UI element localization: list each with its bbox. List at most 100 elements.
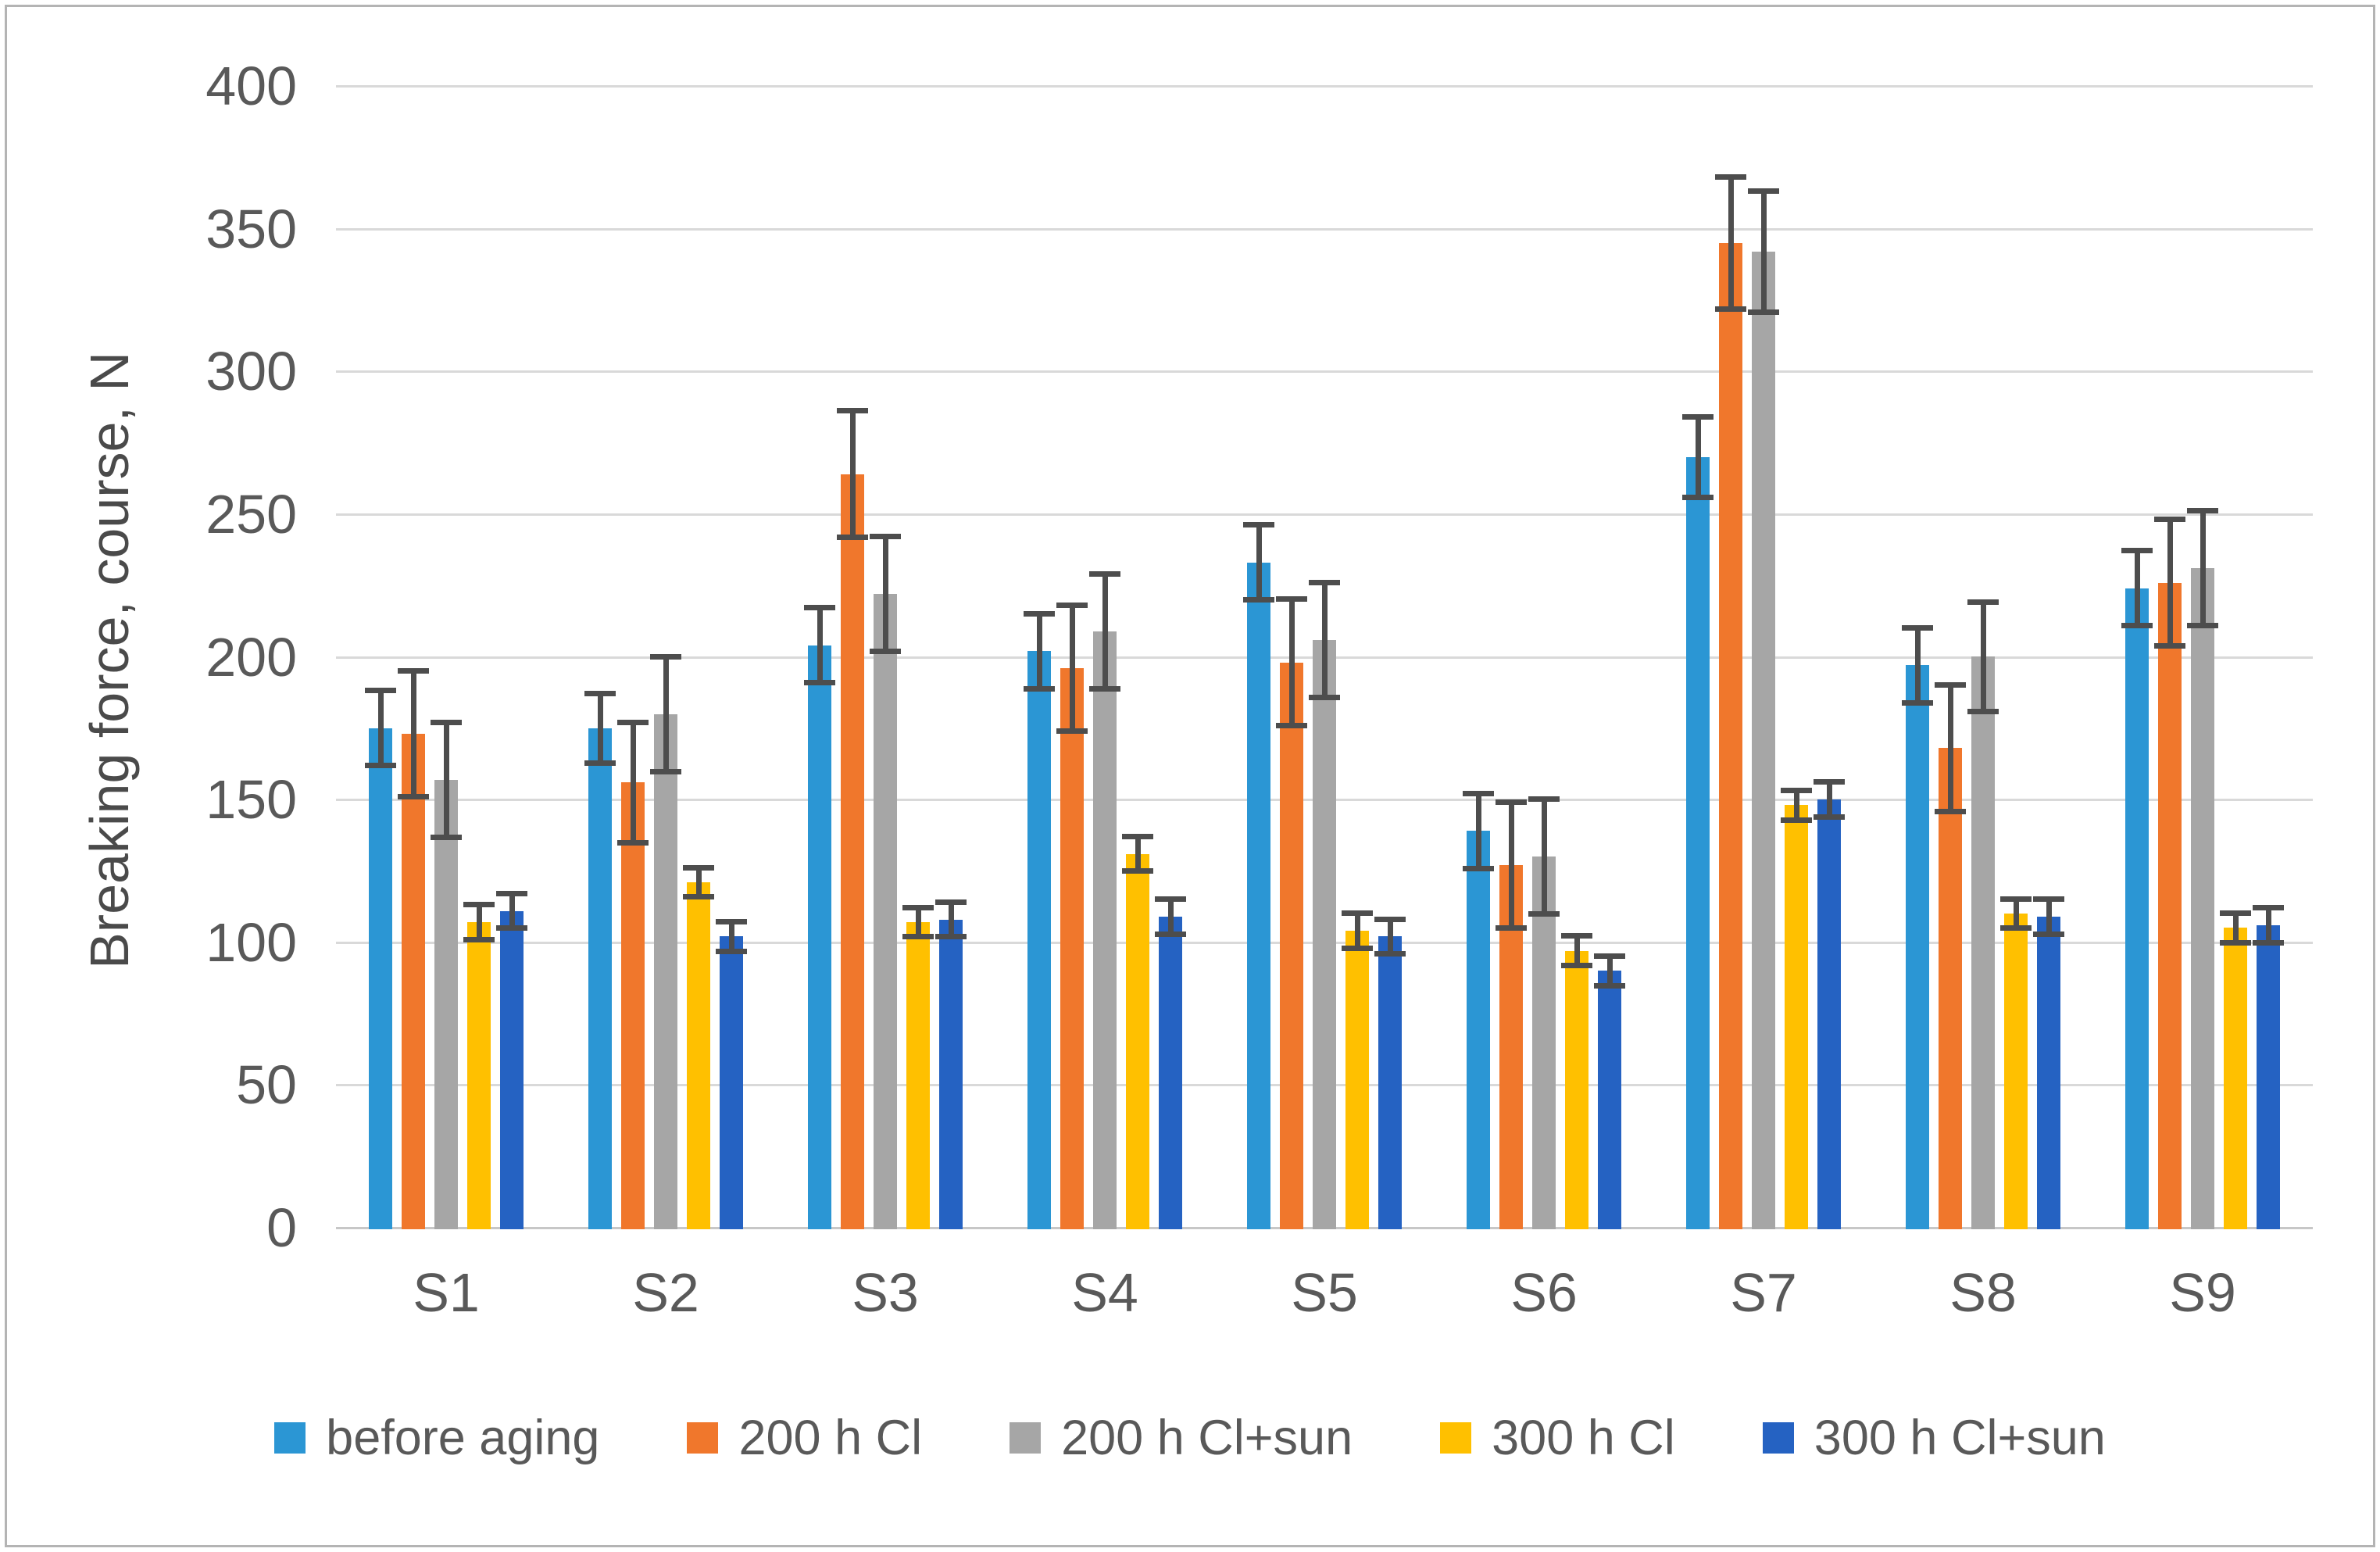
error-bar-cap-bottom (1814, 814, 1845, 820)
error-bar-stem (1915, 628, 1921, 703)
bar-S2-series-3 (687, 882, 710, 1229)
y-tick-label: 400 (205, 55, 297, 116)
bar-S6-series-4 (1598, 971, 1621, 1229)
chart-outer-border (5, 5, 2375, 1547)
gridline (336, 513, 2313, 516)
error-bar-cap-top (431, 720, 462, 725)
error-bar-cap-top (584, 691, 616, 696)
error-bar-stem (631, 723, 636, 842)
error-bar-cap-top (1748, 188, 1779, 194)
error-bar-stem (1574, 936, 1580, 965)
error-bar-cap-top (1935, 682, 1966, 688)
x-category-label-S2: S2 (632, 1262, 699, 1323)
error-bar-stem (850, 411, 856, 537)
error-bar-stem (1607, 957, 1613, 985)
error-bar-stem (1761, 191, 1767, 312)
error-bar-cap-bottom (683, 894, 714, 899)
error-bar-cap-top (1594, 953, 1625, 959)
bar-S6-series-3 (1565, 951, 1588, 1229)
x-category-label-S8: S8 (1949, 1262, 2017, 1323)
error-bar-stem (2200, 511, 2206, 625)
error-bar-stem (1542, 799, 1547, 914)
error-bar-stem (2014, 899, 2019, 928)
legend-entry-300h-cl-sun: 300 h Cl+sun (1762, 1411, 2106, 1465)
error-bar-stem (1728, 177, 1734, 309)
error-bar-cap-bottom (1967, 709, 1999, 714)
error-bar-cap-bottom (870, 649, 901, 654)
error-bar-cap-top (2033, 896, 2064, 902)
error-bar-cap-bottom (1528, 911, 1560, 917)
error-bar-cap-bottom (1024, 686, 1055, 692)
error-bar-cap-top (2187, 508, 2218, 513)
error-bar-cap-bottom (1155, 932, 1186, 937)
error-bar-cap-top (2253, 905, 2284, 910)
bar-S4-series-2 (1093, 631, 1117, 1229)
error-bar-stem (949, 903, 954, 936)
error-bar-cap-top (1814, 779, 1845, 785)
bar-S6-series-0 (1467, 831, 1490, 1229)
bar-S1-series-3 (467, 922, 491, 1229)
error-bar-stem (1256, 525, 1262, 599)
error-bar-stem (663, 657, 669, 771)
error-bar-cap-top (617, 720, 649, 725)
error-bar-cap-bottom (617, 840, 649, 846)
error-bar-stem (1981, 603, 1986, 711)
bar-S1-series-1 (402, 734, 425, 1229)
legend-label: 300 h Cl (1492, 1411, 1675, 1465)
bar-S4-series-0 (1027, 651, 1051, 1229)
bar-S4-series-1 (1060, 668, 1084, 1229)
error-bar-cap-bottom (1056, 728, 1088, 734)
bar-S3-series-3 (906, 922, 930, 1229)
error-bar-stem (1948, 685, 1953, 811)
error-bar-cap-bottom (1374, 951, 1406, 957)
y-tick-label: 200 (205, 627, 297, 688)
error-bar-cap-top (902, 905, 934, 910)
error-bar-stem (916, 908, 921, 936)
bar-S2-series-2 (654, 714, 677, 1229)
error-bar-cap-bottom (902, 934, 934, 939)
error-bar-stem (411, 671, 416, 796)
error-bar-cap-top (2000, 896, 2032, 902)
error-bar-cap-top (650, 654, 681, 660)
error-bar-cap-top (870, 534, 901, 539)
error-bar-cap-top (496, 891, 527, 896)
error-bar-stem (1827, 782, 1832, 817)
error-bar-stem (1070, 606, 1075, 731)
bar-S3-series-0 (808, 645, 831, 1229)
error-bar-stem (817, 608, 823, 682)
error-bar-stem (2167, 520, 2173, 645)
error-bar-cap-bottom (431, 835, 462, 840)
legend-swatch-200h-cl (687, 1422, 719, 1454)
error-bar-cap-bottom (2253, 940, 2284, 946)
error-bar-cap-top (1089, 571, 1120, 577)
error-bar-cap-bottom (1594, 983, 1625, 989)
legend-entry-200h-cl: 200 h Cl (687, 1411, 922, 1465)
error-bar-cap-top (935, 899, 967, 905)
error-bar-cap-top (1024, 611, 1055, 617)
x-category-label-S6: S6 (1510, 1262, 1578, 1323)
error-bar-cap-bottom (1781, 817, 1812, 823)
error-bar-stem (477, 905, 482, 939)
error-bar-cap-top (1781, 788, 1812, 793)
bar-S5-series-4 (1378, 936, 1402, 1229)
bar-S2-series-1 (621, 782, 645, 1229)
legend: before aging 200 h Cl 200 h Cl+sun 300 h… (0, 1408, 2380, 1468)
error-bar-cap-bottom (1342, 946, 1373, 951)
legend-swatch-200h-cl-sun (1010, 1422, 1042, 1454)
bar-S9-series-0 (2125, 588, 2149, 1229)
error-bar-cap-top (1682, 414, 1714, 420)
gridline (336, 370, 2313, 373)
y-tick-label: 100 (205, 912, 297, 973)
error-bar-cap-top (365, 688, 396, 693)
error-bar-stem (883, 537, 888, 651)
error-bar-stem (1289, 599, 1295, 725)
bar-S3-series-4 (939, 920, 963, 1229)
gridline (336, 228, 2313, 231)
error-bar-stem (1794, 791, 1799, 820)
error-bar-stem (1355, 914, 1360, 948)
error-bar-cap-bottom (837, 535, 868, 540)
error-bar-cap-top (1243, 522, 1274, 527)
error-bar-cap-bottom (716, 949, 747, 954)
error-bar-cap-bottom (1243, 597, 1274, 603)
